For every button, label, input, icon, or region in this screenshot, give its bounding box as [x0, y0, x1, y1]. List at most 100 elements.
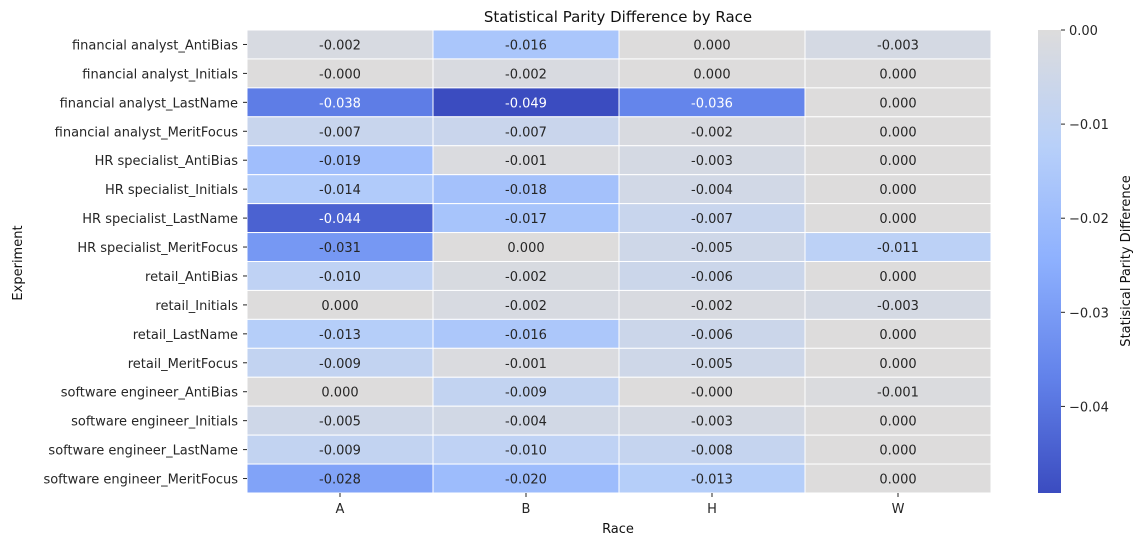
heatmap-cells: -0.002 -0.016 0.000 -0.003 -0.000 -0.002 0.000… [246, 29, 992, 494]
y-tick-label: retail_Initials [155, 299, 238, 314]
cell-value-label: 0.000 [879, 96, 916, 111]
y-tick-label: software engineer_LastName [48, 444, 238, 459]
cell-value-label: -0.007 [505, 125, 547, 140]
heatmap-cell [804, 87, 992, 118]
heatmap-cell [246, 463, 434, 494]
y-tick-label: HR specialist_LastName [82, 212, 238, 227]
heatmap-cell [432, 318, 620, 349]
cell-value-label: 0.000 [879, 125, 916, 140]
y-tick-label: HR specialist_AntiBias [95, 154, 239, 169]
cell-value-label: 0.000 [879, 183, 916, 198]
cell-value-label: 0.000 [879, 67, 916, 82]
cell-value-label: -0.044 [319, 212, 361, 227]
cell-value-label: -0.006 [691, 270, 733, 285]
heatmap-cell [432, 116, 620, 147]
cell-value-label: -0.017 [505, 212, 547, 227]
cell-value-label: 0.000 [321, 299, 358, 314]
x-tick-label: H [707, 502, 717, 517]
cell-value-label: -0.019 [319, 154, 361, 169]
heatmap-cell [618, 289, 806, 320]
x-tick-label: W [892, 502, 905, 517]
cell-value-label: -0.031 [319, 241, 361, 256]
y-tick-label: HR specialist_Initials [105, 183, 238, 198]
cell-value-label: 0.000 [693, 38, 730, 53]
cell-value-label: 0.000 [879, 154, 916, 169]
heatmap-cell [804, 405, 992, 436]
heatmap-cell [618, 405, 806, 436]
cell-value-label: 0.000 [321, 386, 358, 401]
heatmap-cell [618, 203, 806, 234]
cell-value-label: -0.003 [691, 154, 733, 169]
heatmap-cell [246, 29, 434, 60]
heatmap-cell [246, 289, 434, 320]
heatmap-cell [246, 347, 434, 378]
y-tick-label: software engineer_MeritFocus [43, 473, 238, 488]
x-axis-label: Race [602, 522, 634, 537]
heatmap-cell [432, 174, 620, 205]
heatmap-cell [804, 116, 992, 147]
colorbar-gradient [1038, 30, 1061, 493]
heatmap-cell [618, 347, 806, 378]
cell-value-label: -0.003 [877, 299, 919, 314]
cell-value-label: -0.016 [505, 328, 547, 343]
heatmap-cell [618, 145, 806, 176]
cell-value-label: -0.004 [691, 183, 733, 198]
cell-value-label: 0.000 [879, 212, 916, 227]
colorbar-tick-label: −0.04 [1069, 400, 1109, 415]
heatmap-cell [432, 347, 620, 378]
cell-value-label: -0.018 [505, 183, 547, 198]
cell-value-label: 0.000 [879, 473, 916, 488]
cell-value-label: -0.013 [319, 328, 361, 343]
heatmap-cell [804, 289, 992, 320]
heatmap-cell [246, 376, 434, 407]
cell-value-label: -0.005 [691, 241, 733, 256]
cell-value-label: -0.002 [691, 299, 733, 314]
cell-value-label: -0.009 [319, 444, 361, 459]
heatmap-cell [618, 174, 806, 205]
cell-value-label: -0.002 [691, 125, 733, 140]
cell-value-label: -0.007 [691, 212, 733, 227]
heatmap-cell [804, 463, 992, 494]
cell-value-label: -0.003 [877, 38, 919, 53]
heatmap-cell [804, 318, 992, 349]
x-tick-label: B [522, 502, 531, 517]
cell-value-label: 0.000 [879, 357, 916, 372]
cell-value-label: -0.010 [319, 270, 361, 285]
y-tick-label: financial analyst_MeritFocus [55, 125, 239, 140]
cell-value-label: 0.000 [693, 67, 730, 82]
cell-value-label: -0.001 [877, 386, 919, 401]
cell-value-label: -0.002 [505, 270, 547, 285]
cell-value-label: -0.000 [319, 67, 361, 82]
heatmap-cell [432, 58, 620, 89]
heatmap-cell [246, 232, 434, 262]
cell-value-label: -0.013 [691, 473, 733, 488]
y-tick-label: financial analyst_AntiBias [72, 38, 238, 53]
cell-value-label: -0.016 [505, 38, 547, 53]
cell-value-label: -0.004 [505, 415, 547, 430]
cell-value-label: -0.002 [319, 38, 361, 53]
cell-value-label: -0.020 [505, 473, 547, 488]
y-tick-label: software engineer_Initials [71, 415, 238, 430]
cell-value-label: -0.002 [505, 299, 547, 314]
heatmap-cell [804, 347, 992, 378]
y-tick-label: retail_LastName [133, 328, 238, 343]
heatmap-cell [618, 232, 806, 262]
heatmap-cell [804, 203, 992, 234]
heatmap-cell [618, 376, 806, 407]
cell-value-label: -0.014 [319, 183, 361, 198]
cell-value-label: -0.002 [505, 67, 547, 82]
y-tick-label: retail_MeritFocus [128, 357, 238, 372]
x-tick-label: A [336, 502, 345, 517]
y-tick-labels: financial analyst_AntiBias financial anal… [43, 38, 247, 488]
cell-value-label: 0.000 [879, 415, 916, 430]
cell-value-label: -0.000 [691, 386, 733, 401]
cell-value-label: -0.028 [319, 473, 361, 488]
cell-value-label: -0.001 [505, 357, 547, 372]
colorbar: 0.00 −0.01 −0.02 −0.03 −0.04 [1038, 24, 1109, 493]
cell-value-label: -0.005 [691, 357, 733, 372]
cell-value-label: -0.003 [691, 415, 733, 430]
heatmap-cell [804, 376, 992, 407]
cell-value-label: 0.000 [879, 270, 916, 285]
cell-value-label: -0.038 [319, 96, 361, 111]
